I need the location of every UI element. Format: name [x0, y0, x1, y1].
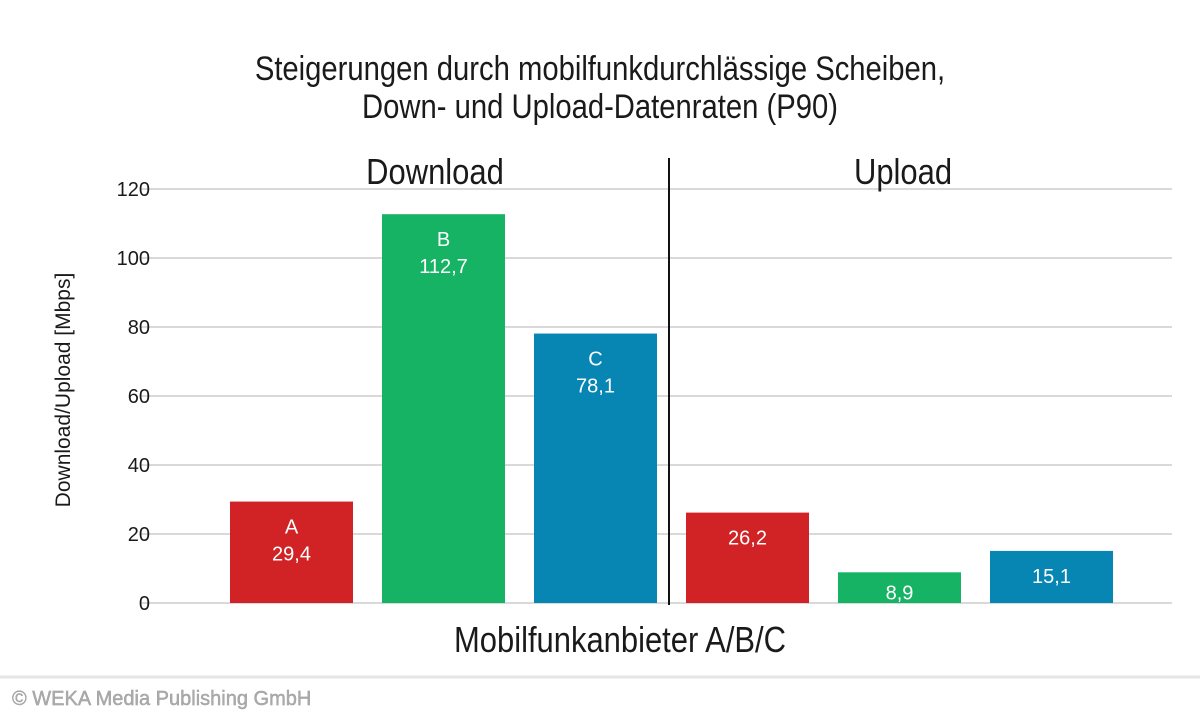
x-axis-label: Mobilfunkanbieter A/B/C: [454, 621, 786, 661]
y-tick-label: 0: [139, 593, 150, 615]
y-tick-label: 120: [117, 179, 150, 201]
bar: [382, 214, 505, 603]
y-tick-label: 60: [128, 386, 150, 408]
bar-value-label: 26,2: [728, 528, 767, 550]
chart-title-line-2: Down- und Upload-Datenraten (P90): [362, 87, 838, 126]
bar: [838, 572, 961, 603]
bar-value-label: 8,9: [886, 582, 914, 604]
bar-category-label: C: [588, 349, 602, 371]
bar: [534, 333, 657, 603]
bar-category-label: B: [437, 229, 450, 251]
group-label-download: Download: [366, 153, 504, 193]
bar-value-label: 78,1: [576, 376, 615, 398]
y-tick-label: 100: [117, 248, 150, 270]
group-label-upload: Upload: [854, 153, 952, 193]
bar-category-label: A: [285, 517, 299, 539]
bar-value-label: 29,4: [272, 544, 311, 566]
bar: [230, 501, 353, 603]
bar-value-label: 112,7: [419, 256, 468, 278]
y-tick-label: 20: [128, 524, 150, 546]
y-tick-label: 40: [128, 455, 150, 477]
y-tick-label: 80: [128, 317, 150, 339]
bar: [990, 550, 1113, 603]
bar-value-label: 15,1: [1032, 566, 1071, 588]
y-axis-label: Download/Upload [Mbps]: [52, 273, 75, 508]
bar: [686, 512, 809, 603]
chart-title-line-1: Steigerungen durch mobilfunkdurchlässige…: [255, 49, 945, 88]
copyright-footer: © WEKA Media Publishing GmbH: [12, 688, 311, 710]
